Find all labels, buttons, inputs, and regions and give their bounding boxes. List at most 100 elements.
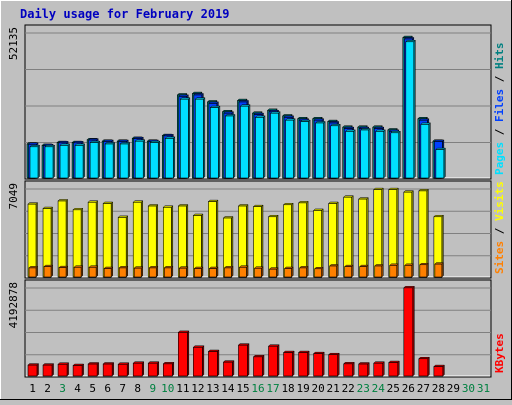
chart-title: Daily usage for February 2019 <box>20 7 230 21</box>
bar-pages-day-12 <box>194 97 206 179</box>
bar-visits-day-3 <box>57 198 69 278</box>
bar-pages-day-1 <box>29 144 41 179</box>
bar-pages-day-11-front <box>180 98 189 179</box>
bar-sites-day-7 <box>118 265 129 278</box>
bar-kbytes-day-28-front <box>433 366 444 377</box>
bar-sites-day-15 <box>238 265 249 278</box>
bar-pages-day-28-front <box>435 149 445 179</box>
bar-sites-day-17 <box>268 267 279 278</box>
bar-sites-day-1 <box>28 265 39 278</box>
bar-visits-day-2 <box>42 206 54 278</box>
bar-kbytes-day-14-front <box>223 361 233 377</box>
bar-sites-day-9 <box>148 265 159 278</box>
bar-sites-day-21-front <box>329 265 337 278</box>
bar-pages-day-8-front <box>134 140 144 179</box>
x-tick-day-22: 22 <box>342 382 355 395</box>
bar-sites-day-12-front <box>194 268 202 278</box>
bar-pages-day-16 <box>254 115 266 179</box>
bar-kbytes-day-26 <box>403 285 415 377</box>
bar-pages-day-5 <box>89 140 101 179</box>
bar-pages-day-17-front <box>270 112 279 179</box>
bar-sites-day-5-front <box>88 266 97 278</box>
bar-pages-day-28 <box>435 147 446 179</box>
bar-kbytes-day-10 <box>162 361 175 377</box>
bar-pages-day-4 <box>74 143 86 179</box>
bar-kbytes-day-21 <box>328 352 340 377</box>
bar-pages-day-16-front <box>255 117 264 179</box>
bar-pages-day-13 <box>209 105 221 179</box>
bar-pages-day-22-front <box>345 131 354 179</box>
bar-pages-day-20-front <box>315 122 324 179</box>
bar-visits-day-18-front <box>283 204 292 278</box>
bar-kbytes-day-8-front <box>132 362 143 377</box>
bar-visits-day-1 <box>27 202 39 278</box>
x-tick-day-28: 28 <box>432 382 445 395</box>
bar-visits-day-19 <box>297 200 309 278</box>
legend-kbytes: KBytes <box>493 333 506 373</box>
bar-visits-day-11-front <box>178 205 187 278</box>
bar-kbytes-day-6-front <box>102 363 113 377</box>
bar-pages-day-12-front <box>195 98 204 179</box>
legend-separator: / <box>493 221 506 241</box>
x-tick-day-31: 31 <box>477 382 490 395</box>
bar-sites-day-6 <box>103 266 114 278</box>
legend-visits: Visits <box>493 181 506 221</box>
bar-sites-day-16 <box>253 266 264 278</box>
x-tick-day-9: 9 <box>149 382 156 395</box>
bar-kbytes-day-9-front <box>147 362 158 377</box>
legend-pages: Pages <box>493 142 506 175</box>
bar-visits-day-20-front <box>313 210 322 278</box>
bar-sites-day-23 <box>359 264 369 278</box>
bar-kbytes-day-13-front <box>208 351 218 377</box>
bar-kbytes-day-26-front <box>403 287 414 377</box>
panel-2-max-label: 7049 <box>7 183 20 210</box>
bar-kbytes-day-23 <box>358 361 370 377</box>
bar-sites-day-10 <box>163 265 174 278</box>
bar-visits-day-13-front <box>208 201 217 278</box>
bar-pages-day-26 <box>405 39 416 179</box>
bar-kbytes-day-16-front <box>253 356 263 377</box>
legend-files: Files <box>493 89 506 122</box>
x-tick-day-16: 16 <box>251 382 264 395</box>
bar-pages-day-18 <box>284 118 296 179</box>
bar-kbytes-day-15 <box>237 343 250 377</box>
bar-pages-day-6-front <box>104 143 114 179</box>
bar-pages-day-3 <box>59 143 71 179</box>
bar-kbytes-day-11-front <box>178 332 188 377</box>
bar-sites-day-20 <box>314 266 324 278</box>
bar-kbytes-day-14 <box>222 360 235 377</box>
bar-kbytes-day-7-front <box>117 363 128 377</box>
bar-sites-day-14-front <box>224 267 232 278</box>
bar-pages-day-14-front <box>225 115 234 179</box>
x-tick-day-21: 21 <box>327 382 340 395</box>
bar-pages-day-20 <box>315 120 326 179</box>
bar-sites-day-22 <box>344 264 354 278</box>
bar-pages-day-7 <box>119 141 131 179</box>
bar-kbytes-day-8 <box>132 361 145 377</box>
bar-visits-day-16-front <box>253 206 262 278</box>
bar-sites-day-25-front <box>389 265 398 278</box>
bar-kbytes-day-9 <box>147 361 160 377</box>
bar-pages-day-27-front <box>420 124 430 179</box>
x-tick-day-11: 11 <box>176 382 189 395</box>
bar-sites-day-11 <box>178 266 189 278</box>
bar-kbytes-day-21-front <box>328 354 338 377</box>
bar-visits-day-20 <box>313 208 324 278</box>
x-tick-day-20: 20 <box>312 382 325 395</box>
bar-visits-day-24 <box>373 187 384 278</box>
bar-sites-day-17-front <box>269 268 277 278</box>
x-tick-day-4: 4 <box>74 382 81 395</box>
bar-pages-day-10 <box>164 136 176 179</box>
bar-kbytes-day-24-front <box>373 362 384 377</box>
bar-pages-day-6 <box>104 141 116 179</box>
legend-separator: / <box>493 122 506 142</box>
bar-pages-day-11 <box>179 97 191 179</box>
bar-kbytes-day-18-front <box>283 352 293 377</box>
bar-kbytes-day-24 <box>373 361 385 377</box>
x-tick-day-13: 13 <box>206 382 219 395</box>
bar-pages-day-23-front <box>360 129 370 179</box>
x-tick-day-25: 25 <box>387 382 400 395</box>
bar-kbytes-day-10-front <box>162 363 173 377</box>
bar-kbytes-day-12-front <box>193 346 203 377</box>
